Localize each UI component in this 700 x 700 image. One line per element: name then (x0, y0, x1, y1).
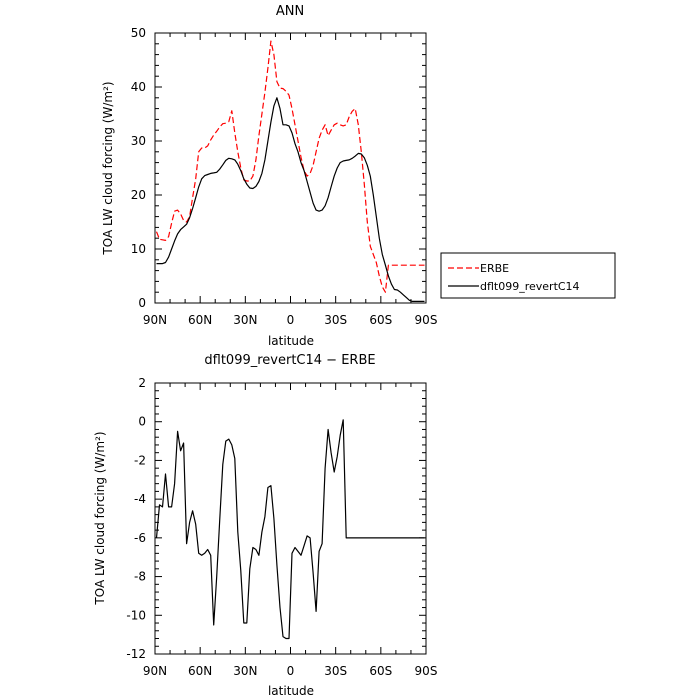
legend-label-erbe: ERBE (480, 262, 509, 275)
y-tick-label: 0 (138, 296, 146, 310)
series-line-erbe (155, 40, 425, 293)
x-tick-label: 60N (188, 664, 212, 678)
legend-label-model: dflt099_revertC14 (480, 280, 580, 293)
top-x-axis-title: latitude (268, 334, 314, 348)
legend-box (440, 252, 616, 299)
bottom-tick-labels: 90N 60N 30N 0 30S 60S 90S -12 -10 -8 -6 -4 -2 0 2 (126, 376, 437, 678)
y-tick-label: -4 (134, 492, 146, 506)
x-tick-label: 90S (415, 664, 438, 678)
top-series (155, 40, 425, 302)
bottom-x-axis-title: latitude (268, 684, 314, 698)
y-tick-label: -6 (134, 531, 146, 545)
x-tick-label: 30N (233, 313, 257, 327)
y-tick-label: 2 (138, 376, 146, 390)
top-plot-title: ANN (276, 4, 304, 19)
y-tick-label: 0 (138, 415, 146, 429)
x-tick-label: 60N (188, 313, 212, 327)
x-tick-label: 90N (143, 313, 167, 327)
y-tick-label: 50 (131, 26, 146, 40)
series-line-dflt099-revertc14 (156, 97, 425, 302)
bottom-plot-title: dflt099_revertC14 − ERBE (204, 353, 375, 368)
y-tick-label: 30 (131, 134, 146, 148)
x-tick-label: 30N (233, 664, 257, 678)
bottom-ticks (154, 382, 427, 655)
y-tick-label: 10 (131, 242, 146, 256)
top-ticks (154, 32, 427, 304)
series-line-difference (155, 419, 425, 640)
x-tick-label: 90S (415, 313, 438, 327)
y-tick-label: 40 (131, 80, 146, 94)
x-tick-label: 30S (324, 664, 347, 678)
x-tick-label: 30S (324, 313, 347, 327)
y-tick-label: -2 (134, 453, 146, 467)
top-y-axis-title: TOA LW cloud forcing (W/m²) (101, 81, 115, 255)
y-tick-label: -10 (126, 608, 146, 622)
bottom-plot-frame (154, 382, 427, 655)
y-tick-label: -12 (126, 647, 146, 661)
x-tick-label: 60S (369, 664, 392, 678)
x-tick-label: 60S (369, 313, 392, 327)
y-tick-label: 20 (131, 188, 146, 202)
y-tick-label: -8 (134, 570, 146, 584)
bottom-panel: dflt099_revertC14 − ERBE 90N 60N 30N 0 30S 60… (93, 353, 437, 698)
top-plot-frame (154, 32, 427, 304)
legend: ERBE dflt099_revertC14 (440, 252, 616, 299)
top-tick-labels: 90N 60N 30N 0 30S 60S 90S 0 10 20 30 40 50 (131, 26, 438, 327)
x-tick-label: 0 (287, 313, 295, 327)
x-tick-label: 90N (143, 664, 167, 678)
bottom-series (155, 419, 425, 640)
top-panel: ANN 90N 60N 30N 0 30S 60S 90S 0 10 20 30 40 50 latit… (101, 4, 616, 348)
bottom-y-axis-title: TOA LW cloud forcing (W/m²) (93, 431, 107, 605)
x-tick-label: 0 (287, 664, 295, 678)
